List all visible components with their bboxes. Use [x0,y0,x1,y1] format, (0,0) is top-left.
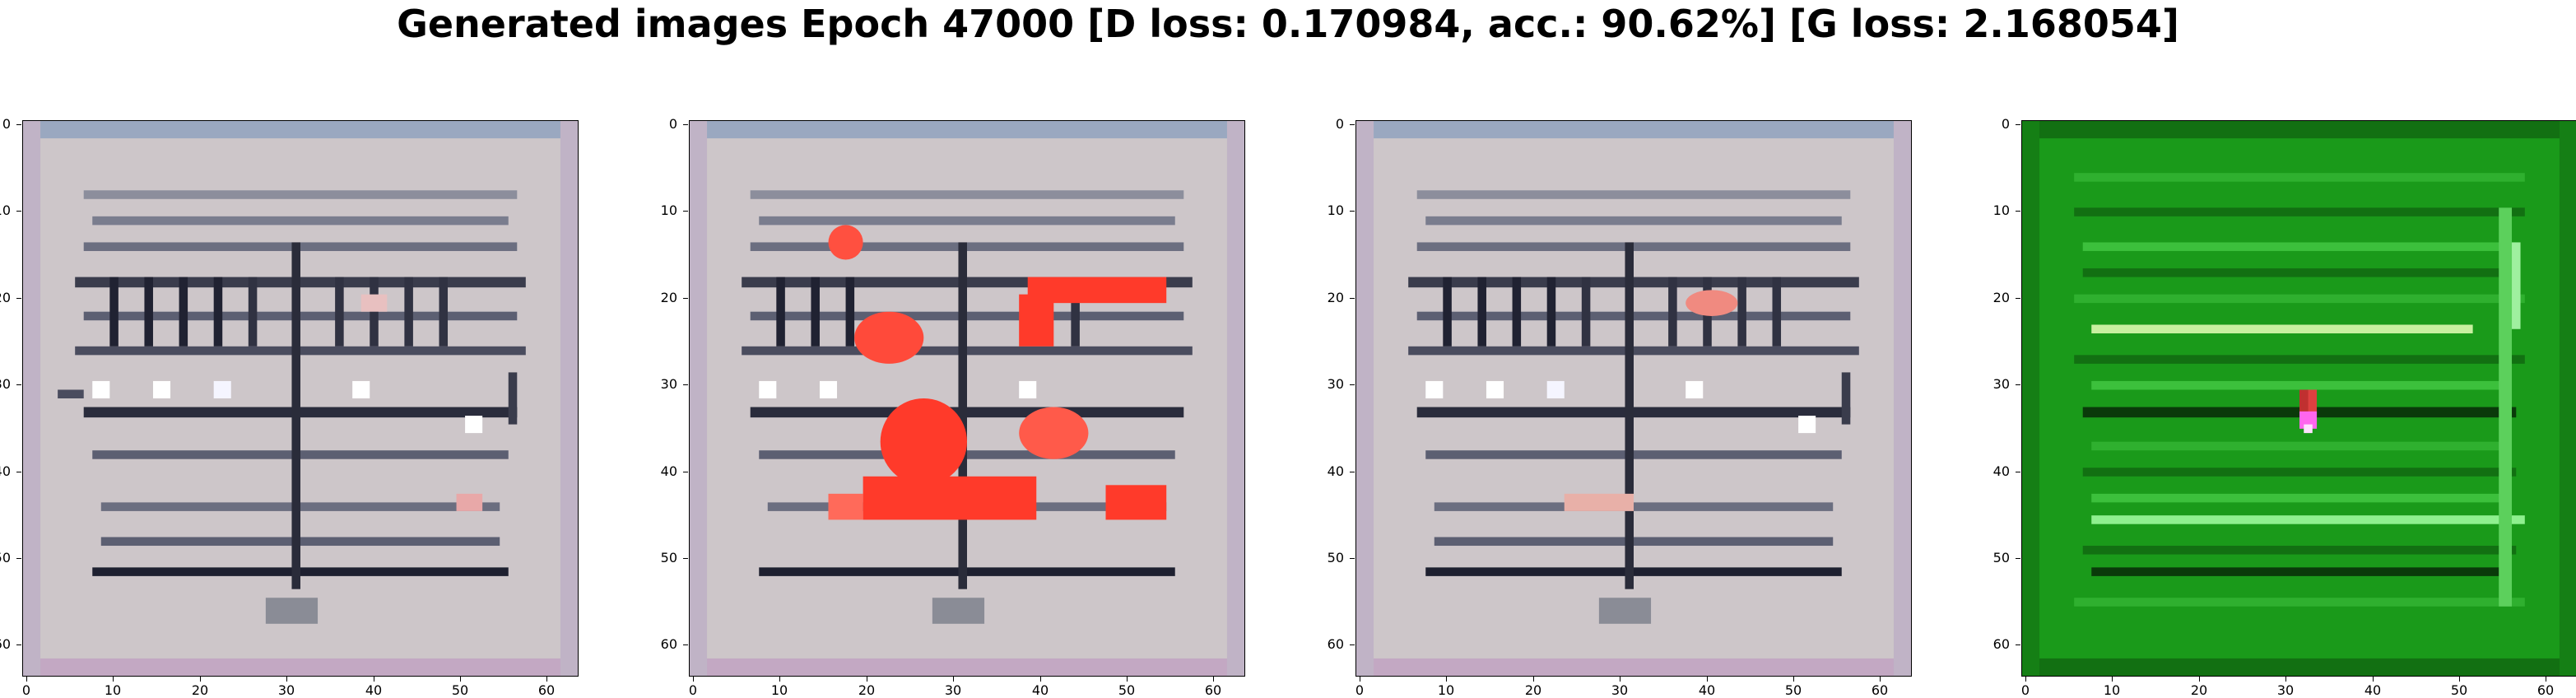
image-frame [22,120,579,677]
x-tick-label: 40 [1031,682,1049,698]
y-tick-label: 50 [0,550,11,565]
figure-title: Generated images Epoch 47000 [D loss: 0.… [397,2,2179,46]
y-tick-label: 50 [660,550,677,565]
y-tick-label: 20 [660,290,677,305]
x-tick-label: 50 [2450,682,2468,698]
x-tick-label: 20 [2190,682,2208,698]
y-tick-label: 30 [1327,376,1344,392]
y-tick-label: 20 [1992,290,2010,305]
image-frame [689,120,1245,677]
generated-image-grey [23,121,578,676]
y-tick-label: 60 [0,636,11,652]
x-tick-label: 30 [2276,682,2295,698]
y-tick-label: 0 [2,116,11,132]
y-tick-label: 20 [0,290,11,305]
x-tick-label: 20 [858,682,876,698]
subplot-4: 0 10 20 30 40 50 60 0 10 20 30 40 50 60 [1993,117,2576,698]
subplot-1: 0 10 20 30 40 50 60 0 10 20 30 40 50 60 [0,117,579,698]
y-tick-label: 40 [1992,463,2010,479]
y-tick-label: 40 [1327,463,1344,479]
y-tick-label: 60 [1992,636,2010,652]
x-tick-label: 10 [770,682,788,698]
x-tick-label: 10 [104,682,122,698]
y-tick-label: 50 [1992,550,2010,565]
x-tick-label: 0 [21,682,31,698]
y-tick-label: 60 [1327,636,1344,652]
x-tick-label: 10 [1437,682,1455,698]
x-tick-label: 60 [537,682,556,698]
y-tick-label: 0 [1335,116,1344,132]
subplot-2: 0 10 20 30 40 50 60 0 10 20 30 40 50 60 [661,117,1245,698]
y-tick-label: 10 [660,202,677,218]
generated-image-grey [1356,121,1911,676]
y-tick-label: 30 [1992,376,2010,392]
y-tick-label: 10 [1992,202,2010,218]
x-tick-label: 30 [944,682,962,698]
subplot-3: 0 10 20 30 40 50 60 0 10 20 30 40 50 60 [1328,117,1912,698]
x-tick-label: 0 [1355,682,1365,698]
x-tick-label: 20 [1524,682,1542,698]
image-frame [2021,120,2576,677]
y-tick-label: 60 [660,636,677,652]
x-tick-label: 60 [1204,682,1222,698]
x-tick-label: 10 [2103,682,2121,698]
x-tick-label: 20 [191,682,209,698]
generated-image-green [2022,121,2576,676]
x-tick-label: 40 [365,682,383,698]
x-tick-label: 40 [1698,682,1716,698]
x-tick-label: 30 [277,682,295,698]
y-tick-label: 50 [1327,550,1344,565]
image-frame [1355,120,1912,677]
x-tick-label: 60 [1871,682,1889,698]
y-tick-label: 30 [660,376,677,392]
x-tick-label: 0 [688,682,698,698]
y-tick-label: 0 [668,116,677,132]
y-tick-label: 0 [2001,116,2010,132]
generated-image-grey-red [690,121,1244,676]
x-tick-label: 50 [1784,682,1802,698]
x-tick-label: 50 [1118,682,1136,698]
y-tick-label: 20 [1327,290,1344,305]
x-tick-label: 30 [1611,682,1629,698]
y-tick-label: 10 [0,202,11,218]
y-tick-label: 40 [660,463,677,479]
y-tick-label: 10 [1327,202,1344,218]
y-tick-label: 30 [0,376,11,392]
y-tick-label: 40 [0,463,11,479]
x-tick-label: 0 [2020,682,2030,698]
x-tick-label: 50 [451,682,469,698]
x-tick-label: 60 [2536,682,2555,698]
x-tick-label: 40 [2364,682,2382,698]
